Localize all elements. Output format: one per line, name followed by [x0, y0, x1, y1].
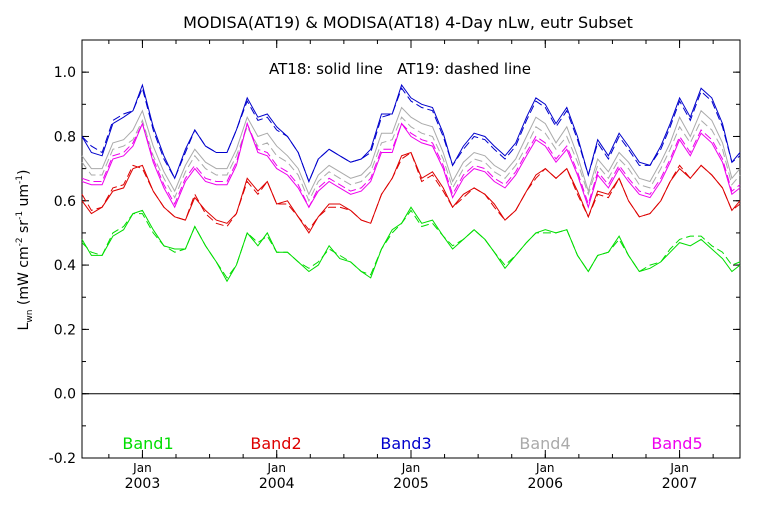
y-axis: -0.2 0.0 0.2 0.4 0.6 0.8 1.0: [49, 39, 740, 467]
legend: Band1 Band2 Band3 Band4 Band5: [122, 434, 702, 453]
legend-band2: Band2: [250, 434, 301, 453]
y-label-exponent-2: -1: [15, 211, 25, 220]
x-tick-year: 2004: [259, 476, 295, 492]
y-label-units: (mW cm: [16, 246, 32, 305]
legend-band5: Band5: [651, 434, 702, 453]
x-tick-year: 2006: [527, 476, 563, 492]
y-tick-label: 0.6: [54, 194, 76, 210]
y-tick-label: 0.4: [54, 258, 76, 274]
y-label-units-3: um: [16, 184, 32, 207]
legend-band3: Band3: [380, 434, 431, 453]
y-label-units-end: ): [16, 170, 32, 175]
chart-title: MODISA(AT19) & MODISA(AT18) 4-Day nLw, e…: [183, 13, 633, 32]
x-tick-year: 2007: [662, 476, 698, 492]
legend-band4: Band4: [519, 434, 570, 453]
y-label-symbol: L: [16, 322, 32, 330]
legend-band1: Band1: [122, 434, 173, 453]
y-label-units-2: sr: [16, 220, 32, 233]
x-tick-month: Jan: [669, 461, 689, 475]
y-tick-label: 0.0: [54, 387, 76, 403]
band4-at19-line: [81, 116, 741, 203]
y-tick-label: 0.2: [54, 322, 76, 338]
series-layer: [81, 83, 741, 283]
y-tick-label: 1.0: [54, 65, 76, 81]
x-tick-month: Jan: [266, 461, 286, 475]
x-tick-year: 2003: [125, 476, 161, 492]
band1-at18-line: [81, 206, 741, 283]
band2-at19-line: [81, 151, 741, 231]
band3-at19-line: [81, 86, 741, 183]
band1-at19-line: [81, 209, 741, 279]
x-tick-month: Jan: [401, 461, 421, 475]
y-label-exponent: -2: [15, 237, 25, 246]
y-tick-label: -0.2: [49, 451, 76, 467]
y-label-exponent-3: -1: [15, 175, 25, 184]
x-tick-month: Jan: [132, 461, 152, 475]
band5-at19-line: [81, 122, 741, 209]
y-axis-label: Lwn (mW cm-2 sr-1 um-1): [15, 170, 35, 331]
chart-annotation: AT18: solid line AT19: dashed line: [269, 60, 531, 78]
y-tick-label: 0.8: [54, 129, 76, 145]
x-tick-year: 2005: [393, 476, 429, 492]
band5-at18-line: [81, 121, 741, 209]
y-label-subscript: wn: [25, 310, 35, 323]
band4-at18-line: [81, 106, 741, 196]
x-tick-month: Jan: [535, 461, 555, 475]
